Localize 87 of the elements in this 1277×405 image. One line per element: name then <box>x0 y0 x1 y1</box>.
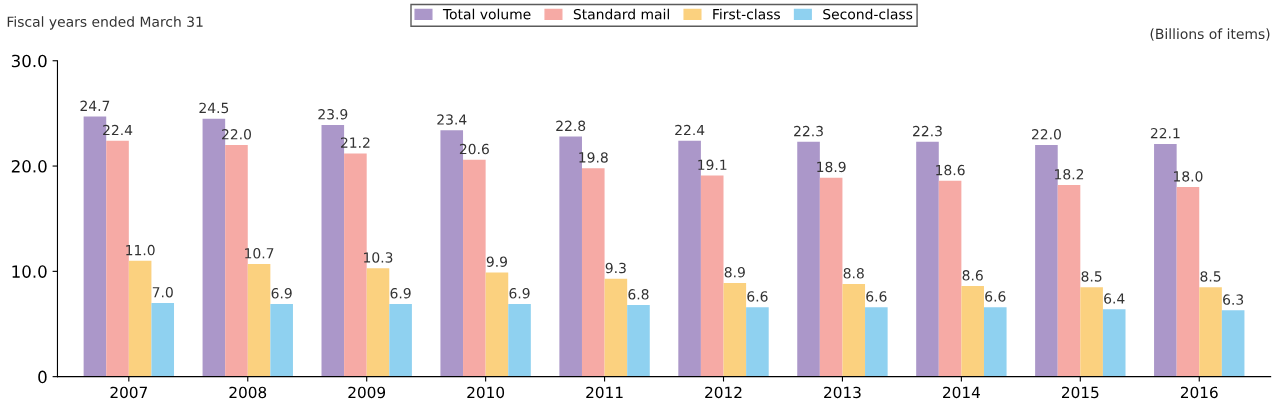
data-label: 8.5 <box>1081 271 1102 282</box>
y-tick-label: 10.0 <box>12 265 47 278</box>
data-label: 10.7 <box>245 248 274 259</box>
data-label: 6.3 <box>1223 294 1244 305</box>
data-label: 7.0 <box>152 286 173 298</box>
bar <box>128 260 152 377</box>
legend-label: Total volume <box>442 8 531 20</box>
x-tick-label: 2015 <box>1062 386 1099 399</box>
data-label: 11.0 <box>126 244 155 256</box>
bar <box>463 159 486 377</box>
x-tick-label: 2012 <box>705 386 742 399</box>
x-tick-label: 2016 <box>1180 386 1218 399</box>
y-tick-label: 20.0 <box>11 160 47 173</box>
bar <box>627 305 650 377</box>
x-tick-label: 2013 <box>824 386 861 399</box>
data-label: 22.3 <box>794 125 823 137</box>
bar <box>247 263 271 377</box>
legend-label: Second-class <box>823 8 913 20</box>
bar <box>700 175 724 377</box>
x-tick-label: 2010 <box>467 386 505 399</box>
bar <box>270 303 293 377</box>
data-label: 24.5 <box>199 102 229 114</box>
x-tick-label: 2009 <box>348 386 386 399</box>
data-label: 8.6 <box>962 270 983 281</box>
bar <box>581 168 605 377</box>
bar <box>1199 287 1222 377</box>
x-tick-label: 2011 <box>586 386 623 399</box>
bar <box>1221 310 1245 377</box>
data-label: 18.0 <box>1174 171 1203 182</box>
data-label: 6.6 <box>985 291 1006 302</box>
bar <box>961 286 984 377</box>
data-label: 6.6 <box>866 291 887 302</box>
bar <box>983 307 1007 377</box>
data-label: 23.9 <box>318 109 348 120</box>
bar <box>1080 287 1103 377</box>
x-tick-label: 2014 <box>943 386 980 399</box>
data-label: 22.0 <box>222 129 251 140</box>
data-label: 20.6 <box>459 143 489 155</box>
data-label: 22.1 <box>1150 127 1180 139</box>
bar <box>508 303 531 377</box>
bar <box>819 177 843 377</box>
bar <box>1102 309 1126 377</box>
data-label: 6.9 <box>390 288 411 299</box>
data-label: 19.8 <box>579 152 608 163</box>
data-label: 18.9 <box>817 161 846 173</box>
data-label: 10.3 <box>364 252 393 263</box>
data-label: 8.5 <box>1200 271 1221 282</box>
bar <box>1176 187 1200 377</box>
text: (Billions of items) <box>1150 28 1270 41</box>
data-label: 6.8 <box>628 289 649 300</box>
data-label: 23.4 <box>437 114 467 125</box>
data-label: 6.9 <box>271 288 292 299</box>
data-label: 8.8 <box>843 268 864 279</box>
legend-label: Standard mail <box>573 8 669 20</box>
bar <box>1057 185 1081 377</box>
data-label: 6.4 <box>1104 293 1125 304</box>
x-tick-label: 2007 <box>110 386 147 399</box>
data-label: 21.2 <box>340 137 370 148</box>
y-tick-label: 0 <box>38 370 47 384</box>
data-label: 19.1 <box>698 159 727 171</box>
bar <box>746 307 769 377</box>
data-label: 18.2 <box>1055 169 1084 180</box>
bar <box>151 302 175 377</box>
bar <box>604 278 628 377</box>
data-label: 8.9 <box>724 266 745 278</box>
data-label: 9.9 <box>486 256 507 267</box>
data-label: 9.3 <box>605 262 626 274</box>
bar <box>366 268 390 377</box>
data-label: 18.6 <box>936 164 965 176</box>
x-tick-label: 2008 <box>229 386 267 399</box>
bar <box>938 180 962 377</box>
bar <box>723 282 747 377</box>
data-label: 24.7 <box>80 100 110 111</box>
data-label: 6.9 <box>509 288 530 299</box>
data-label: 22.0 <box>1031 129 1061 140</box>
data-label: 22.3 <box>913 125 942 137</box>
data-label: 6.6 <box>747 291 768 302</box>
bar <box>485 272 509 377</box>
text: Fiscal years ended March 31 <box>7 16 203 30</box>
data-label: 22.4 <box>103 124 133 136</box>
bar <box>865 307 888 377</box>
data-label: 22.4 <box>675 124 705 136</box>
bar <box>842 283 866 377</box>
data-label: 22.8 <box>556 120 586 132</box>
y-tick-label: 30.0 <box>11 54 47 68</box>
legend-label: First-class <box>713 8 780 20</box>
bar <box>389 303 412 377</box>
